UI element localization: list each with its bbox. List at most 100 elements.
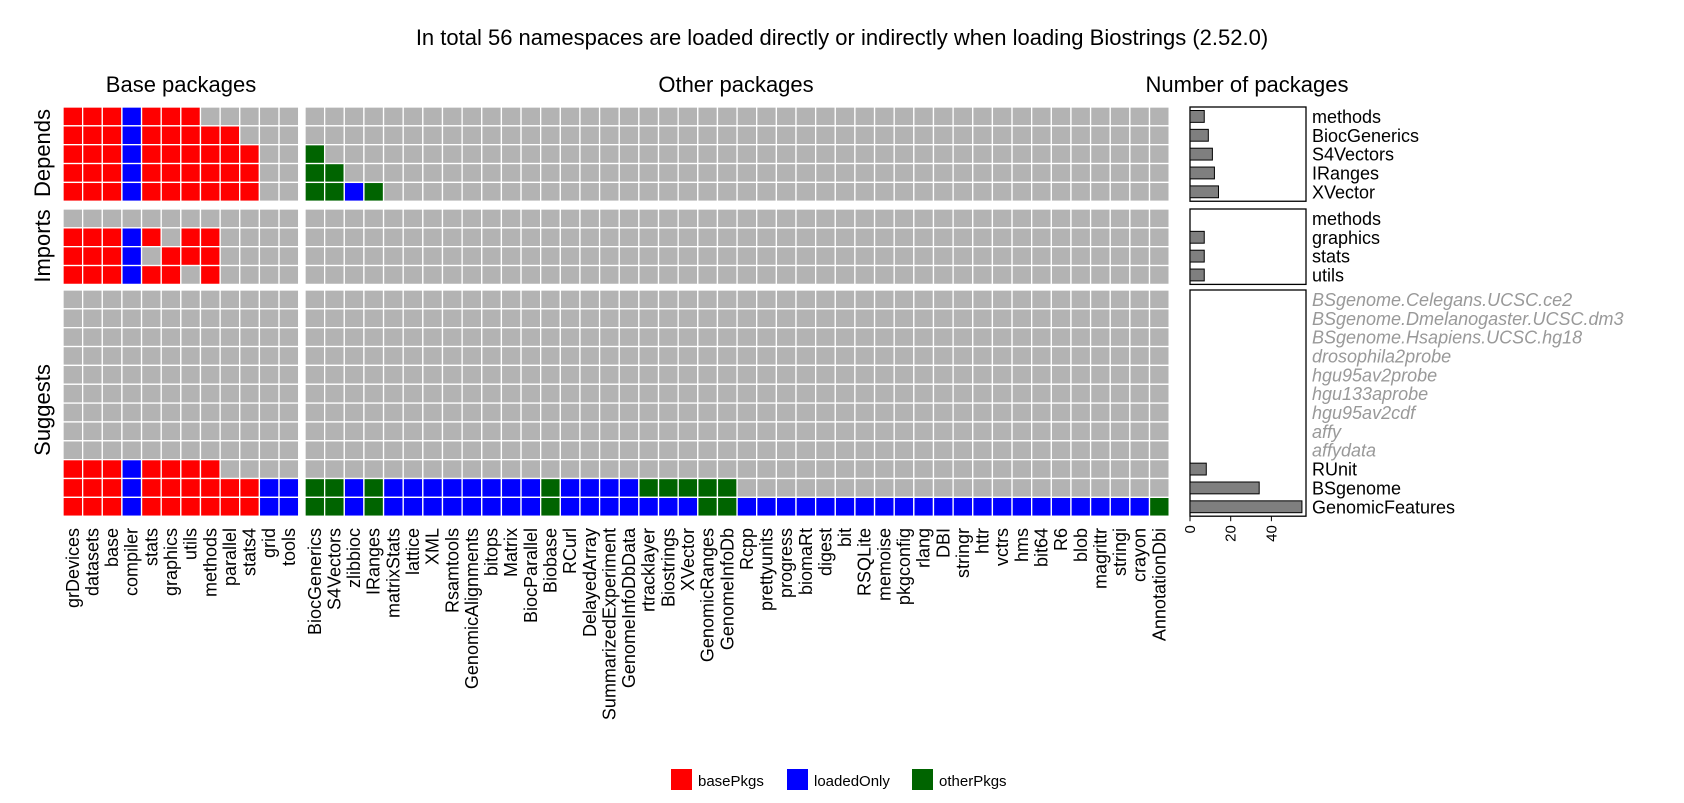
cell bbox=[239, 496, 261, 517]
cell bbox=[657, 496, 679, 517]
cell bbox=[991, 208, 1013, 229]
cell bbox=[1070, 246, 1092, 267]
cell bbox=[913, 421, 935, 442]
cell bbox=[873, 364, 895, 385]
cell bbox=[657, 383, 679, 404]
cell bbox=[736, 345, 758, 367]
cell bbox=[402, 227, 424, 248]
cell bbox=[62, 289, 84, 310]
row-labels: methodsBiocGenericsS4VectorsIRangesXVect… bbox=[1312, 107, 1623, 517]
cell bbox=[736, 308, 758, 329]
cell bbox=[323, 458, 345, 480]
cell bbox=[199, 264, 221, 286]
cell bbox=[461, 289, 483, 310]
chart-title: In total 56 namespaces are loaded direct… bbox=[416, 25, 1268, 50]
cell bbox=[834, 125, 856, 146]
cell bbox=[893, 264, 915, 286]
cell bbox=[101, 364, 123, 385]
cell bbox=[160, 162, 182, 184]
cell bbox=[716, 440, 738, 461]
other-panel-title: Other packages bbox=[658, 72, 813, 97]
cell bbox=[1089, 364, 1111, 385]
legend: basePkgs loadedOnly otherPkgs bbox=[671, 769, 1007, 790]
cell bbox=[441, 308, 463, 329]
cell bbox=[219, 308, 241, 329]
cell bbox=[972, 289, 994, 310]
cell bbox=[1089, 345, 1111, 367]
cell bbox=[814, 364, 836, 385]
cell bbox=[520, 383, 542, 404]
column-label: utils bbox=[181, 528, 201, 560]
cell bbox=[1011, 125, 1033, 146]
cell bbox=[913, 264, 935, 286]
cell bbox=[219, 421, 241, 442]
cell bbox=[736, 364, 758, 385]
cell bbox=[101, 421, 123, 442]
cell bbox=[160, 125, 182, 146]
cell bbox=[677, 383, 699, 404]
row-label: BSgenome.Celegans.UCSC.ce2 bbox=[1312, 290, 1572, 310]
cell bbox=[62, 308, 84, 329]
cell bbox=[579, 402, 601, 423]
cell bbox=[657, 289, 679, 310]
cell bbox=[893, 289, 915, 310]
cell bbox=[363, 227, 385, 248]
cell bbox=[422, 440, 444, 461]
cell bbox=[62, 496, 84, 517]
cell bbox=[382, 144, 404, 165]
cell bbox=[461, 458, 483, 480]
cell bbox=[775, 421, 797, 442]
cell bbox=[441, 181, 463, 202]
cell bbox=[1050, 440, 1072, 461]
cell bbox=[814, 264, 836, 286]
cell bbox=[422, 327, 444, 348]
cell bbox=[382, 364, 404, 385]
cell bbox=[402, 162, 424, 184]
cell bbox=[441, 327, 463, 348]
cell bbox=[258, 440, 280, 461]
cell bbox=[441, 364, 463, 385]
cell bbox=[1070, 327, 1092, 348]
cell bbox=[520, 345, 542, 367]
cell bbox=[932, 246, 954, 267]
cell bbox=[160, 144, 182, 165]
column-label: S4Vectors bbox=[324, 528, 344, 610]
cell bbox=[697, 308, 719, 329]
count-panel-imports bbox=[1189, 208, 1307, 286]
cell bbox=[854, 246, 876, 267]
cell bbox=[1089, 144, 1111, 165]
cell bbox=[278, 383, 300, 404]
cell bbox=[854, 496, 876, 517]
cell bbox=[180, 458, 202, 480]
cell bbox=[775, 402, 797, 423]
cell bbox=[1089, 264, 1111, 286]
cell bbox=[677, 345, 699, 367]
cell bbox=[219, 327, 241, 348]
cell bbox=[121, 383, 143, 404]
row-label: XVector bbox=[1312, 182, 1375, 202]
cell bbox=[756, 440, 778, 461]
cell bbox=[1148, 162, 1170, 184]
column-label: lattice bbox=[403, 528, 423, 575]
base-panel-title: Base packages bbox=[106, 72, 256, 97]
cell bbox=[441, 227, 463, 248]
cell bbox=[180, 144, 202, 165]
cell bbox=[736, 477, 758, 499]
cell bbox=[121, 458, 143, 480]
cell bbox=[814, 308, 836, 329]
cell bbox=[893, 144, 915, 165]
cell bbox=[180, 364, 202, 385]
cell bbox=[834, 477, 856, 499]
cell bbox=[1070, 289, 1092, 310]
cell bbox=[1089, 208, 1111, 229]
cell bbox=[199, 308, 221, 329]
cell bbox=[1148, 421, 1170, 442]
cell bbox=[1031, 383, 1052, 404]
column-label: compiler bbox=[122, 528, 142, 596]
cell bbox=[81, 477, 103, 499]
cell bbox=[618, 421, 640, 442]
cell bbox=[481, 264, 503, 286]
cell bbox=[736, 289, 758, 310]
cell bbox=[258, 458, 280, 480]
cell bbox=[481, 289, 503, 310]
